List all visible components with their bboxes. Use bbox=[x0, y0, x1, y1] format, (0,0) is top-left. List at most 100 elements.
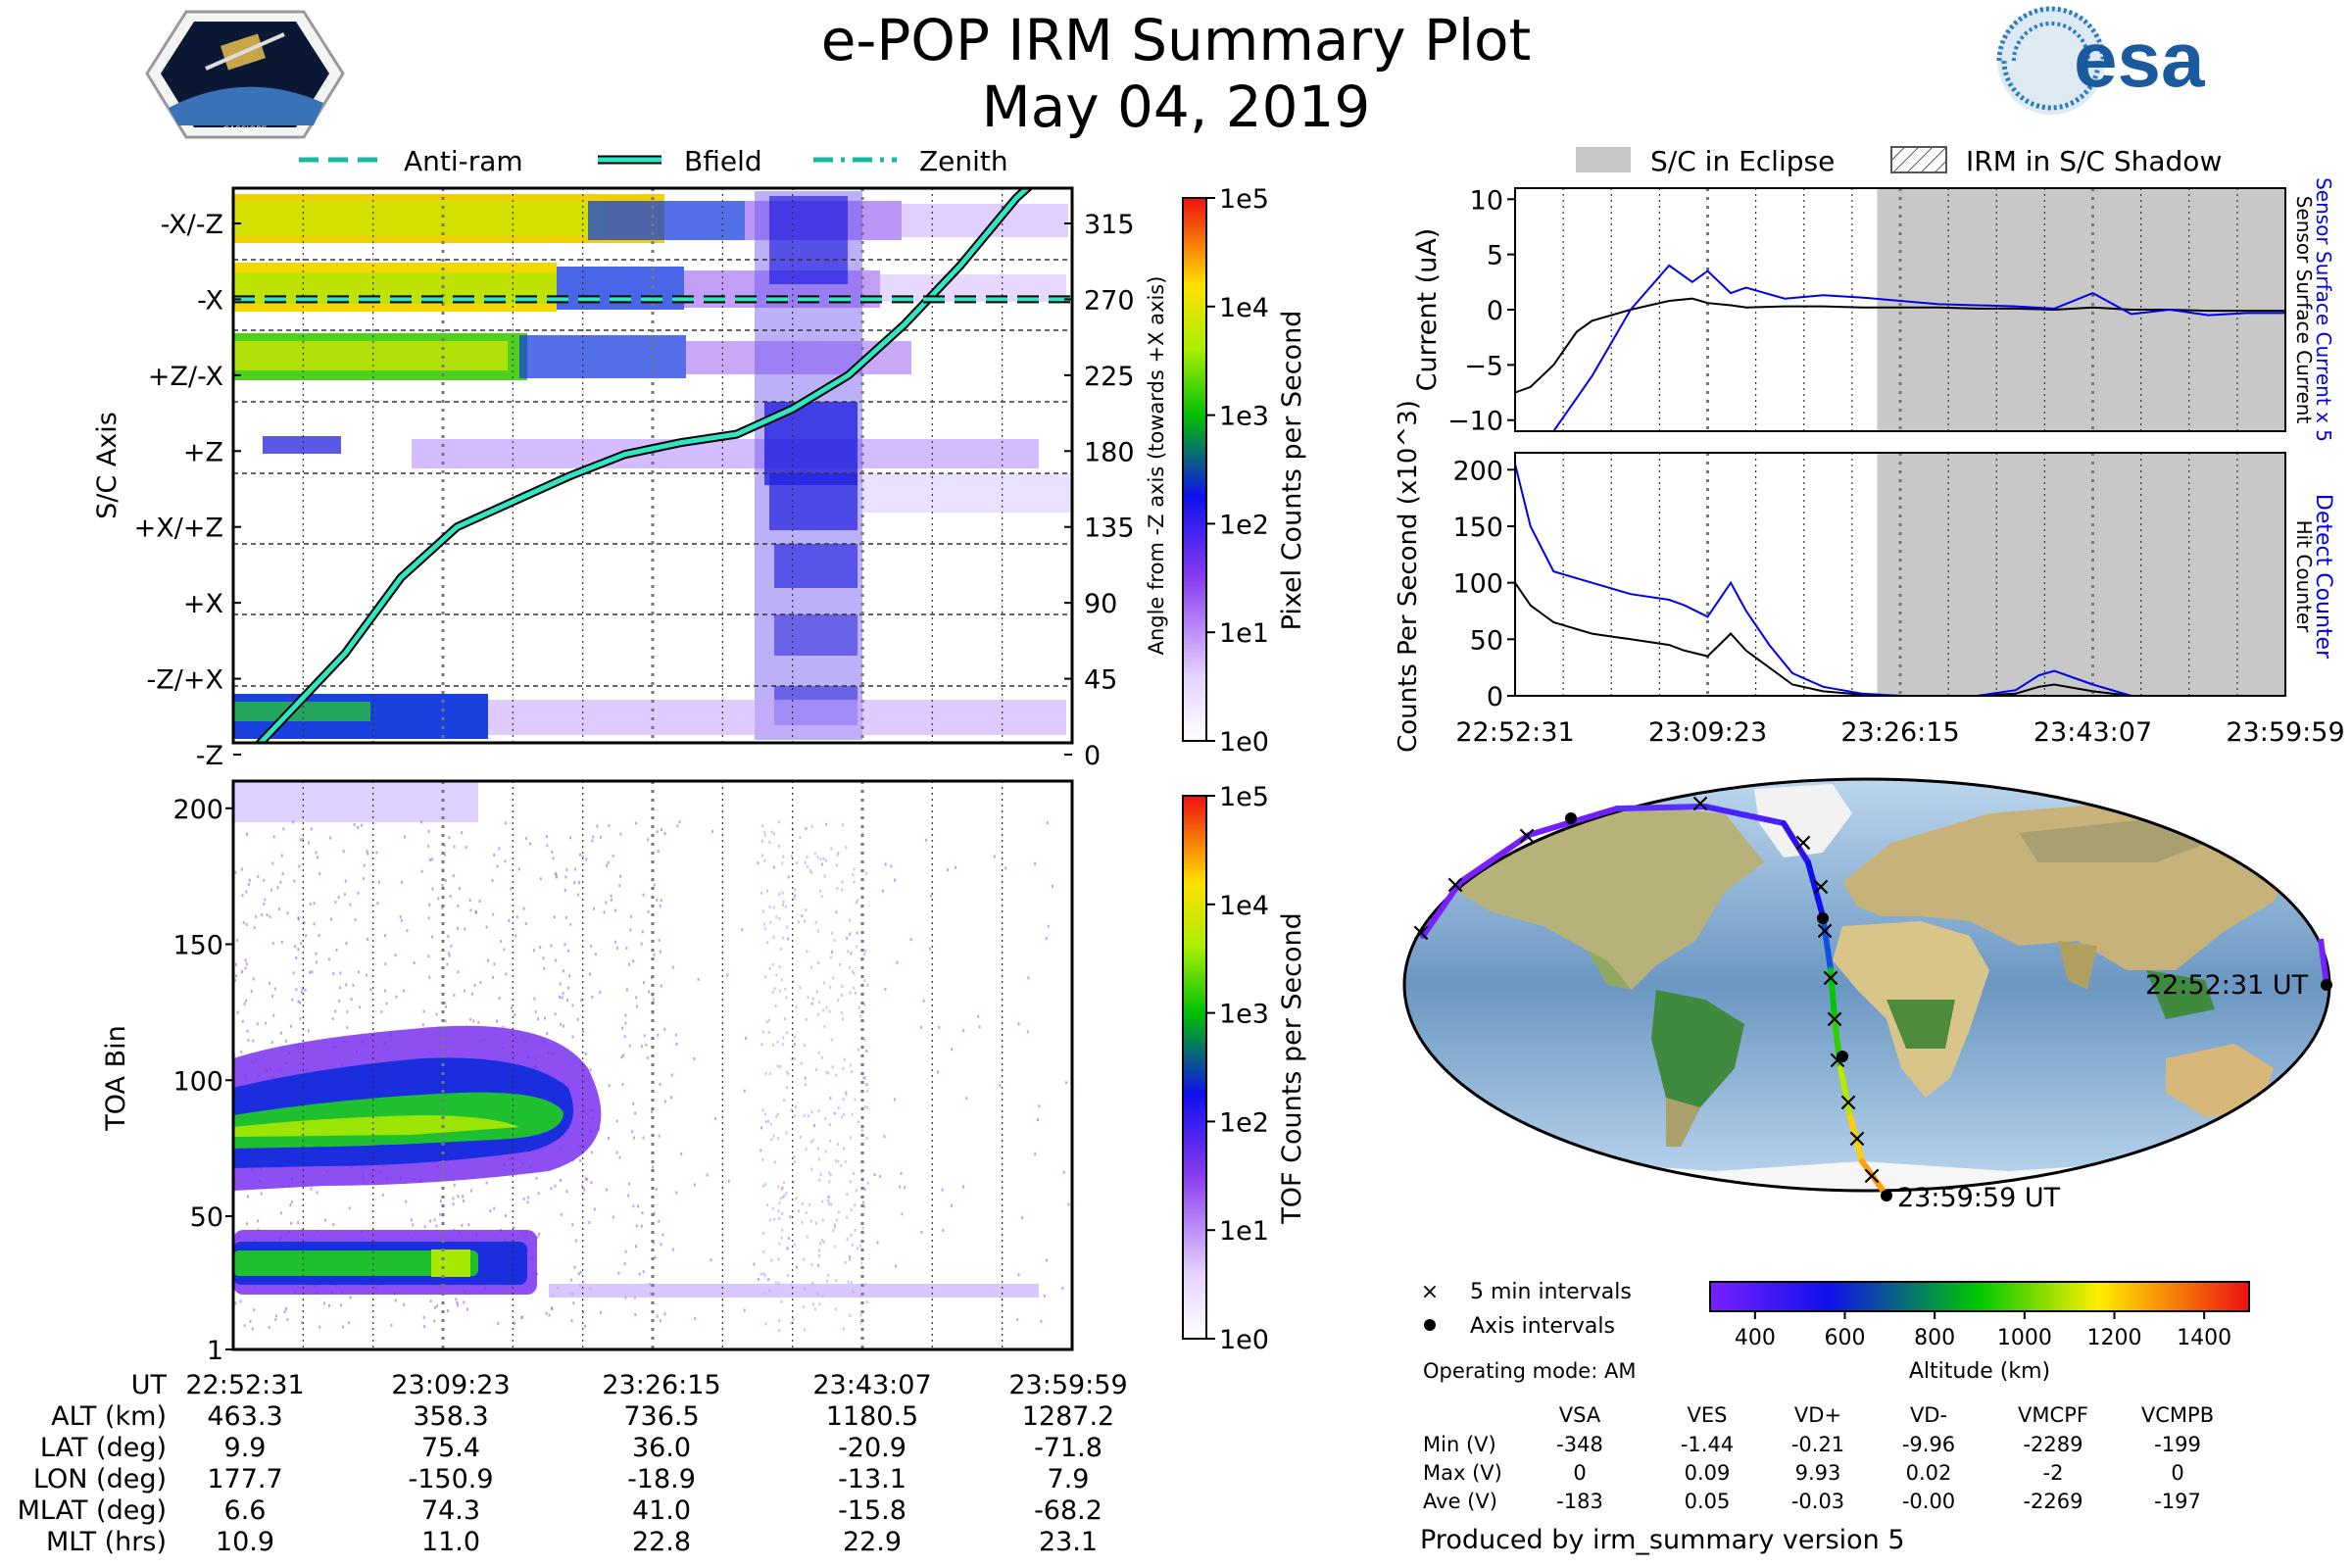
legend-spectrogram: Anti-ram Bfield Zenith bbox=[299, 145, 1008, 177]
bottom-table-cell: 23:59:59 bbox=[1008, 1370, 1127, 1400]
tof-noise-dot bbox=[310, 1187, 313, 1191]
tof-noise-dot bbox=[429, 1299, 432, 1303]
tof-noise-dot bbox=[865, 1050, 868, 1053]
tof-noise-dot bbox=[357, 891, 360, 895]
tof-noise-dot bbox=[563, 1024, 565, 1028]
voltage-table-cell: -2289 bbox=[2023, 1433, 2082, 1456]
tof-noise-dot bbox=[778, 845, 781, 848]
tof-noise-dot bbox=[285, 1307, 288, 1310]
tof-noise-dot bbox=[1017, 1273, 1020, 1277]
tof-noise-dot bbox=[608, 1137, 610, 1141]
tof-noise-dot bbox=[830, 1202, 833, 1206]
tof-noise-dot bbox=[621, 1083, 624, 1087]
tof-noise-dot bbox=[815, 1068, 817, 1071]
colorbar-tick-label: 1e5 bbox=[1219, 782, 1269, 812]
colorbar-tick-label: 1e3 bbox=[1219, 1000, 1269, 1030]
tof-noise-dot bbox=[819, 1172, 822, 1176]
tof-noise-dot bbox=[579, 1158, 582, 1162]
tof-noise-dot bbox=[570, 1278, 573, 1282]
tof-noise-dot bbox=[809, 1140, 812, 1144]
tof-noise-dot bbox=[678, 820, 681, 824]
tof-noise-dot bbox=[469, 1189, 472, 1193]
tof-noise-dot bbox=[268, 1326, 270, 1330]
tof-noise-dot bbox=[584, 1177, 587, 1181]
tof-noise-dot bbox=[553, 915, 556, 919]
tof-noise-dot bbox=[313, 922, 316, 926]
tof-noise-dot bbox=[794, 1114, 797, 1118]
tof-noise-dot bbox=[828, 1180, 831, 1184]
tof-noise-dot bbox=[492, 912, 495, 916]
tof-noise-dot bbox=[920, 1230, 923, 1234]
bottom-table-cell: 11.0 bbox=[421, 1527, 480, 1557]
bottom-table-cell: 23:26:15 bbox=[602, 1370, 720, 1400]
tof-noise-dot bbox=[1026, 1030, 1029, 1034]
tof-noise-dot bbox=[293, 879, 296, 883]
tof-noise-dot bbox=[567, 986, 570, 990]
tof-noise-dot bbox=[663, 1100, 666, 1103]
tof-noise-dot bbox=[849, 918, 852, 922]
tof-noise-dot bbox=[817, 1012, 819, 1016]
track-segment bbox=[1781, 820, 1811, 865]
tof-noise-dot bbox=[546, 1032, 549, 1035]
tof-noise-dot bbox=[962, 1185, 964, 1189]
time-tick-label: 23:43:07 bbox=[2034, 717, 2152, 748]
tof-noise-dot bbox=[832, 976, 835, 980]
tof-noise-dot bbox=[879, 1175, 882, 1178]
tof-noise-dot bbox=[348, 1206, 351, 1210]
tof-noise-dot bbox=[659, 1083, 662, 1087]
tof-noise-dot bbox=[404, 835, 406, 839]
tof-noise-dot bbox=[462, 1195, 465, 1199]
map-end-label: 23:59:59 UT bbox=[1897, 1183, 2061, 1213]
tof-noise-dot bbox=[811, 997, 814, 1001]
tof-noise-dot bbox=[638, 1272, 641, 1276]
tof-noise-dot bbox=[711, 830, 713, 833]
tof-noise-dot bbox=[427, 844, 430, 848]
tof-noise-dot bbox=[775, 915, 778, 919]
tof-noise-dot bbox=[447, 934, 450, 938]
tof-noise-dot bbox=[788, 1237, 791, 1240]
tof-noise-dot bbox=[855, 1189, 858, 1193]
pixel-colorbar-label: Pixel Counts per Second bbox=[1277, 311, 1307, 631]
tof-noise-dot bbox=[459, 887, 462, 891]
bottom-table-cell: 358.3 bbox=[413, 1401, 488, 1432]
tof-noise-dot bbox=[763, 833, 766, 837]
tof-noise-dot bbox=[539, 877, 542, 881]
tof-noise-dot bbox=[566, 999, 568, 1002]
voltage-table-cell: -9.96 bbox=[1902, 1433, 1955, 1456]
tof-noise-dot bbox=[806, 865, 808, 868]
tof-noise-dot bbox=[477, 1020, 480, 1024]
tof-noise-dot bbox=[569, 836, 572, 840]
esa-logo: esa bbox=[1996, 6, 2205, 115]
tof-colorbar: 1e5 1e4 1e3 1e2 1e1 1e0 TOF Counts per Second bbox=[1182, 782, 1307, 1355]
five-min-marker: × bbox=[1824, 1004, 1845, 1034]
tof-noise-dot bbox=[863, 979, 866, 982]
tof-noise-dot bbox=[780, 1188, 783, 1192]
tof-noise-dot bbox=[846, 1238, 849, 1242]
tof-noise-dot bbox=[300, 990, 303, 994]
tof-noise-dot bbox=[591, 996, 594, 999]
tof-noise-dot bbox=[785, 1131, 788, 1135]
tof-noise-dot bbox=[803, 1113, 806, 1117]
tof-noise-dot bbox=[299, 1001, 302, 1004]
tof-noise-dot bbox=[431, 935, 433, 939]
tof-noise-dot bbox=[813, 1307, 816, 1311]
legend-antiram-label: Anti-ram bbox=[404, 145, 523, 177]
tof-noise-dot bbox=[810, 871, 813, 875]
current-eclipse-region bbox=[1877, 188, 2285, 431]
tof-noise-dot bbox=[265, 1021, 268, 1025]
tof-noise-dot bbox=[773, 1217, 776, 1221]
track-segment bbox=[1859, 1158, 1889, 1199]
tof-noise-dot bbox=[243, 1002, 246, 1005]
spectrogram-ytick-label: -X bbox=[197, 285, 223, 316]
tof-noise-dot bbox=[284, 1039, 287, 1043]
tof-noise-dot bbox=[643, 1034, 646, 1038]
tof-noise-dot bbox=[849, 991, 852, 995]
tof-noise-dot bbox=[795, 1197, 798, 1200]
tof-noise-dot bbox=[778, 916, 781, 920]
tof-noise-dot bbox=[862, 1076, 865, 1080]
tof-noise-dot bbox=[564, 915, 567, 919]
tof-noise-dot bbox=[813, 1124, 816, 1127]
tof-noise-dot bbox=[853, 1171, 855, 1175]
tof-noise-dot bbox=[1061, 1286, 1064, 1290]
legend-shadow-label: IRM in S/C Shadow bbox=[1966, 145, 2222, 177]
